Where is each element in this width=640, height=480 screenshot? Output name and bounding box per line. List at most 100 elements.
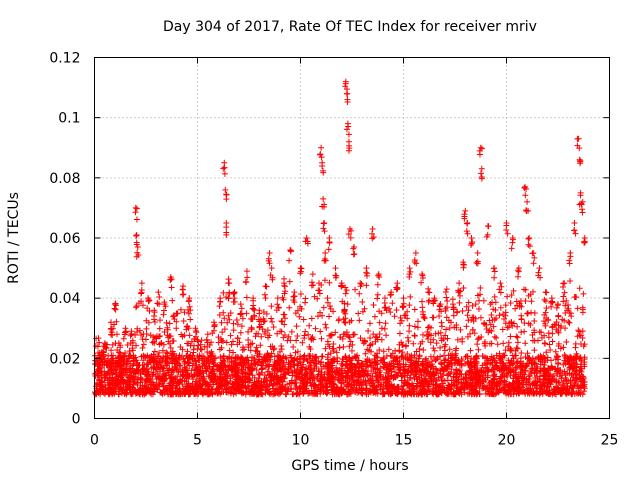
data-point xyxy=(315,371,322,378)
data-point xyxy=(414,324,421,331)
data-point xyxy=(430,353,437,360)
data-point xyxy=(139,362,146,369)
data-point xyxy=(185,306,192,313)
data-point xyxy=(164,385,171,392)
data-point xyxy=(537,388,544,395)
data-point xyxy=(507,347,514,354)
data-point xyxy=(458,391,465,398)
data-point xyxy=(336,370,343,377)
data-point xyxy=(420,347,427,354)
data-point xyxy=(526,243,533,250)
data-point xyxy=(326,313,333,320)
data-point xyxy=(339,298,346,305)
data-point xyxy=(530,260,537,267)
data-point xyxy=(476,373,483,380)
data-point xyxy=(276,381,283,388)
data-point xyxy=(322,388,329,395)
data-point xyxy=(451,324,458,331)
data-point xyxy=(181,358,188,365)
data-point xyxy=(277,328,284,335)
data-point xyxy=(328,387,335,394)
data-point xyxy=(343,287,350,294)
data-point xyxy=(277,374,284,381)
data-point xyxy=(150,351,157,358)
data-point xyxy=(129,384,136,391)
data-point xyxy=(293,376,300,383)
data-point xyxy=(542,298,549,305)
data-point xyxy=(378,336,385,343)
data-point xyxy=(311,375,318,382)
data-point xyxy=(175,354,182,361)
x-tick-label: 15 xyxy=(395,433,413,449)
data-point xyxy=(423,355,430,362)
data-point xyxy=(133,216,140,223)
data-point xyxy=(156,349,163,356)
data-point xyxy=(258,333,265,340)
data-point xyxy=(96,366,103,373)
data-point xyxy=(271,353,278,360)
data-point xyxy=(552,348,559,355)
data-point xyxy=(217,298,224,305)
data-point xyxy=(543,349,550,356)
data-point xyxy=(553,304,560,311)
data-point xyxy=(528,360,535,367)
data-point xyxy=(134,368,141,375)
data-point xyxy=(528,370,535,377)
data-point xyxy=(317,361,324,368)
data-point xyxy=(143,325,150,332)
data-point xyxy=(443,294,450,301)
data-point xyxy=(363,282,370,289)
data-point xyxy=(554,384,561,391)
data-point xyxy=(288,386,295,393)
data-point xyxy=(138,287,145,294)
data-point xyxy=(509,239,516,246)
data-point xyxy=(303,235,310,241)
data-point xyxy=(345,123,352,130)
data-point xyxy=(444,390,451,397)
data-point xyxy=(156,325,163,332)
data-point xyxy=(122,367,129,374)
data-point xyxy=(430,345,437,352)
data-point xyxy=(493,352,500,359)
data-point xyxy=(344,96,351,103)
data-point xyxy=(282,386,289,393)
data-point xyxy=(531,318,538,325)
data-point xyxy=(552,383,559,390)
data-point xyxy=(490,306,497,313)
data-point xyxy=(129,347,136,354)
data-point xyxy=(217,367,224,374)
data-point xyxy=(320,225,327,232)
data-point xyxy=(312,325,319,332)
data-point xyxy=(369,382,376,389)
data-point xyxy=(387,292,394,299)
data-point xyxy=(330,374,337,381)
data-point xyxy=(232,354,239,361)
data-point xyxy=(189,362,196,369)
data-point xyxy=(319,312,326,319)
data-point xyxy=(327,350,334,357)
data-point xyxy=(514,334,521,341)
data-point xyxy=(547,381,554,388)
data-point xyxy=(164,326,171,333)
data-point xyxy=(572,340,579,347)
data-point xyxy=(555,312,562,319)
data-point xyxy=(243,268,250,275)
data-point xyxy=(107,367,114,374)
data-point xyxy=(513,333,520,340)
data-point xyxy=(438,360,445,367)
data-point xyxy=(381,359,388,366)
data-point xyxy=(342,80,349,87)
data-point xyxy=(508,292,515,299)
data-point xyxy=(412,371,419,378)
data-point xyxy=(280,296,287,303)
data-point xyxy=(157,359,164,366)
data-point xyxy=(267,272,274,279)
data-point xyxy=(475,346,482,353)
data-point xyxy=(404,367,411,374)
data-point xyxy=(143,377,150,384)
data-point xyxy=(578,340,585,347)
data-point xyxy=(562,325,569,332)
data-point xyxy=(519,384,526,391)
data-point xyxy=(478,334,485,341)
data-point xyxy=(374,378,381,385)
